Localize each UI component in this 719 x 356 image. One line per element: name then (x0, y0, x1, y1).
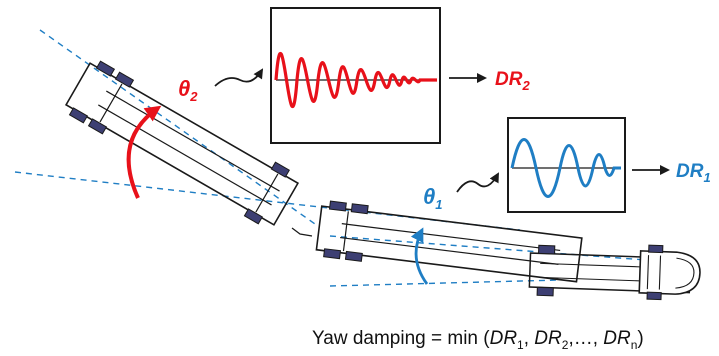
signal-box-1 (507, 117, 626, 213)
signal-trace-2 (274, 51, 437, 109)
theta1-connector (456, 172, 499, 193)
yaw-damping-formula: Yaw damping = min (DR1, DR2,…, DRn) (312, 328, 644, 352)
signal-trace-1 (510, 138, 621, 198)
theta1-label: θ1 (423, 184, 443, 212)
tractor-cab (638, 250, 701, 295)
theta2-connector (214, 68, 264, 87)
tractor (528, 244, 701, 301)
tractor-axis (329, 235, 673, 263)
front-trailer (315, 200, 583, 283)
rear-trailer (64, 60, 300, 226)
tractor-tires (536, 244, 664, 301)
front-trailer-body (315, 205, 583, 283)
rear-trailer-axis (39, 29, 316, 225)
rear-trailer-tires (68, 60, 290, 225)
theta2-label: θ2 (178, 76, 198, 104)
hitch (291, 227, 313, 237)
rear-yaw-arrow (126, 105, 162, 199)
dr2-label: DR2 (495, 69, 530, 93)
signal-box-2 (270, 7, 441, 144)
front-trailer-tires (323, 200, 369, 262)
rear-trailer-body (64, 62, 300, 226)
horizontal-reference (329, 279, 561, 287)
dr1-label: DR1 (676, 161, 711, 185)
front-yaw-arrow (410, 227, 429, 285)
